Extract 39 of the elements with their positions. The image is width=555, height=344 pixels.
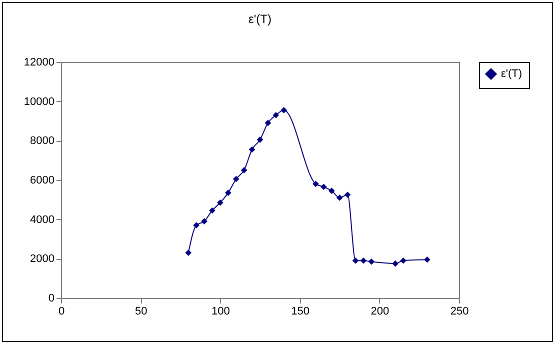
legend-label: ε'(T) — [501, 68, 522, 80]
y-tick-label: 0 — [48, 292, 54, 304]
point — [344, 192, 351, 198]
x-tick-label: 100 — [212, 306, 230, 318]
point — [312, 180, 319, 188]
x-tick-label: 200 — [370, 306, 390, 318]
point — [232, 176, 240, 182]
point — [185, 250, 192, 256]
y-tick-label: 10000 — [24, 96, 54, 108]
y-tick-label: 8000 — [30, 135, 54, 148]
point — [240, 167, 248, 174]
point — [201, 218, 208, 224]
point — [280, 107, 288, 114]
point — [217, 199, 224, 206]
point — [320, 184, 327, 190]
point — [400, 257, 406, 264]
y-tick-label: 4000 — [30, 214, 54, 226]
point — [209, 207, 216, 214]
point — [328, 188, 335, 194]
y-tick-label: 2000 — [30, 253, 54, 266]
chart-title: ε'(T) — [248, 12, 272, 26]
point — [368, 258, 375, 265]
point — [272, 112, 280, 118]
point — [248, 146, 256, 153]
x-tick-label: 0 — [58, 306, 65, 318]
x-tick-label: 250 — [450, 306, 469, 318]
y-tick-label: 12000 — [24, 56, 54, 68]
point — [225, 190, 232, 196]
point — [424, 256, 430, 263]
point — [360, 257, 367, 264]
point — [352, 257, 359, 264]
point — [264, 120, 272, 126]
point — [193, 222, 200, 228]
point — [256, 136, 264, 143]
x-tick-label: 50 — [134, 306, 148, 318]
point — [392, 260, 398, 267]
y-tick-label: 6000 — [30, 174, 54, 186]
point — [336, 194, 343, 201]
x-tick-label: 150 — [291, 306, 310, 318]
